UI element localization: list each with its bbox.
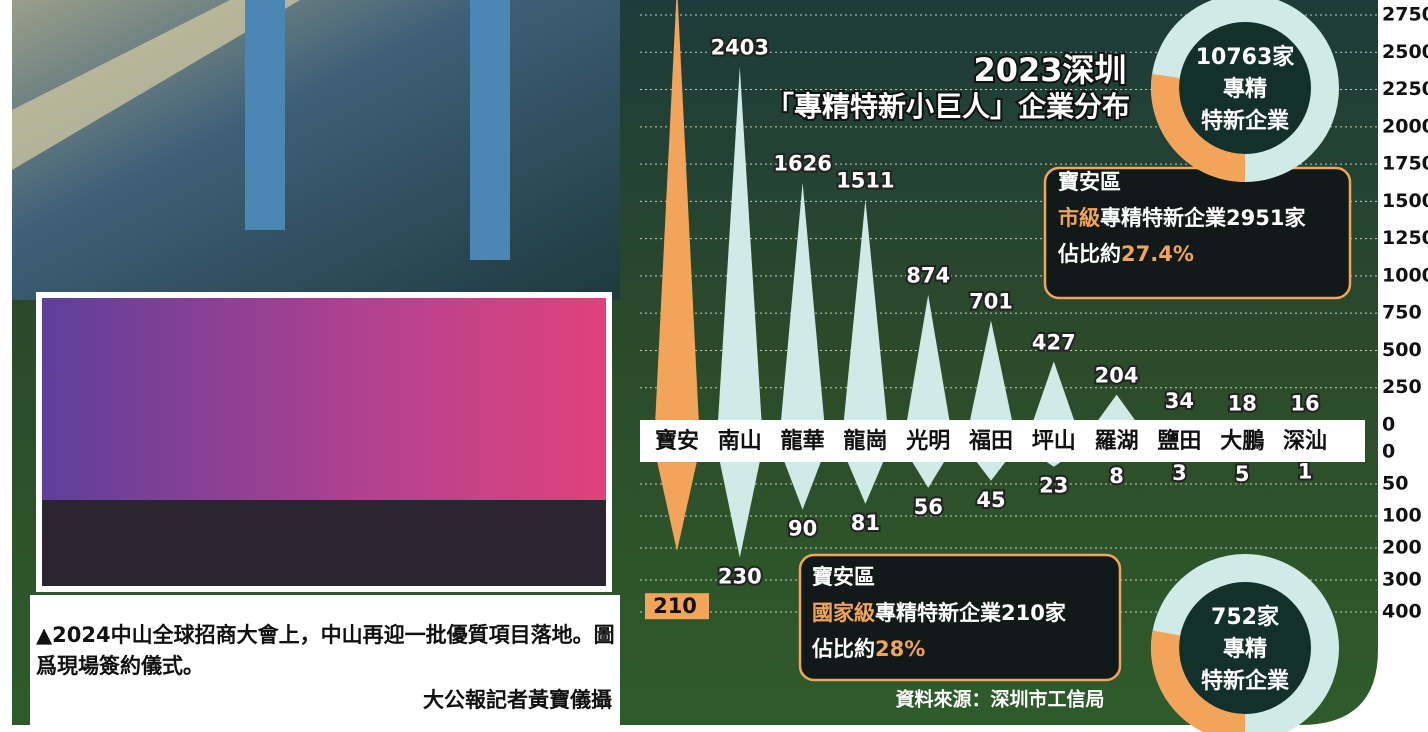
value-label: 3 <box>1172 461 1187 485</box>
callout-district: 寶安區 <box>812 565 875 589</box>
value-label: 210 <box>653 594 697 618</box>
value-label: 1511 <box>836 169 894 193</box>
x-tick-label: 龍崗 <box>843 428 887 454</box>
donut-label: 752家 <box>1211 604 1280 630</box>
value-label: 5 <box>1235 462 1250 486</box>
y2-tick-label: 100 <box>1382 505 1422 527</box>
value-label: 90 <box>788 517 817 541</box>
y-tick-label: 1500 <box>1382 190 1428 212</box>
y2-tick-label: 0 <box>1382 441 1395 463</box>
value-label: 23 <box>1039 474 1068 498</box>
value-label: 81 <box>851 511 880 535</box>
y2-tick-label: 50 <box>1382 473 1408 495</box>
x-tick-label: 鹽田 <box>1157 429 1201 454</box>
callout-level: 國家級 <box>812 601 875 625</box>
callout-level: 市級 <box>1058 206 1100 230</box>
value-label: 1 <box>1298 460 1313 484</box>
x-tick-label: 寶安 <box>655 428 699 454</box>
photo-credit: 大公報記者黃寶儀攝 <box>36 684 612 714</box>
callout-text: 專精特新企業210家 <box>875 601 1067 625</box>
y2-tick-label: 400 <box>1382 601 1422 623</box>
y2-tick-label: 200 <box>1382 537 1422 559</box>
donut-label: 專精 <box>1223 636 1267 662</box>
value-label: 16 <box>1290 392 1319 416</box>
value-label: 701 <box>969 289 1013 313</box>
callout-text: 市級專精特新企業2951家 <box>1058 206 1306 230</box>
x-tick-label: 深汕 <box>1283 429 1327 454</box>
value-label: 230 <box>718 565 762 589</box>
page: 2023深圳 「專精特新小巨人」企業分布 資料來源：深圳市工信局 0250500… <box>0 0 1428 732</box>
bridge-pillar <box>245 0 285 230</box>
x-tick-label: 羅湖 <box>1095 429 1139 454</box>
y-tick-label: 750 <box>1382 302 1422 324</box>
donut-label: 10763家 <box>1196 44 1296 70</box>
value-label: 34 <box>1165 389 1194 413</box>
donut-label: 專精 <box>1223 76 1267 102</box>
callout-share: 佔比約28% <box>811 637 925 661</box>
callout-text: 國家級專精特新企業210家 <box>812 601 1067 625</box>
y-tick-label: 2000 <box>1382 115 1428 137</box>
value-label: 1626 <box>773 152 831 176</box>
value-label: 18 <box>1228 391 1257 415</box>
x-tick-label: 南山 <box>718 429 762 454</box>
value-label: 8 <box>1109 464 1124 488</box>
chart-title: 2023深圳 <box>973 51 1126 89</box>
x-tick-label: 光明 <box>905 429 950 454</box>
event-crowd <box>42 500 606 586</box>
value-label: 56 <box>914 495 943 519</box>
value-label: 2403 <box>711 36 769 60</box>
callout-text: 專精特新企業2951家 <box>1100 206 1306 230</box>
source: 資料來源：深圳市工信局 <box>895 688 1104 711</box>
photo-caption: ▲2024中山全球招商大會上，中山再迎一批優質項目落地。圖爲現場簽約儀式。 <box>36 620 616 682</box>
x-tick-label: 龍華 <box>781 428 825 454</box>
value-label: 45 <box>976 488 1005 512</box>
y-tick-label: 500 <box>1382 339 1422 361</box>
callout-share: 佔比約27.4% <box>1057 242 1194 266</box>
y2-tick-label: 300 <box>1382 569 1422 591</box>
x-tick-label: 大鵬 <box>1220 429 1264 454</box>
x-tick-label: 坪山 <box>1032 429 1076 454</box>
callout-share-value: 28% <box>875 637 925 661</box>
bridge-pillar <box>470 0 510 260</box>
donut-label: 特新企業 <box>1201 108 1290 134</box>
value-label: 874 <box>906 264 950 288</box>
value-label: 204 <box>1095 364 1139 388</box>
callout-share-value: 27.4% <box>1121 242 1194 266</box>
value-label: 427 <box>1032 330 1076 354</box>
donut-label: 特新企業 <box>1201 668 1290 694</box>
x-tick-label: 福田 <box>968 429 1013 454</box>
callout-district: 寶安區 <box>1058 170 1121 194</box>
y-tick-label: 1750 <box>1382 153 1428 175</box>
y-tick-label: 2500 <box>1382 41 1428 63</box>
y-tick-label: 2250 <box>1382 78 1428 100</box>
callout-share-prefix: 佔比約 <box>1057 242 1121 266</box>
y-tick-label: 0 <box>1382 414 1395 436</box>
y-tick-label: 1250 <box>1382 227 1428 249</box>
callout-share-prefix: 佔比約 <box>811 637 875 661</box>
y-tick-label: 1000 <box>1382 264 1428 286</box>
chart-subtitle: 「專精特新小巨人」企業分布 <box>766 90 1130 123</box>
bridge-photo <box>12 0 620 300</box>
y-tick-label: 250 <box>1382 376 1422 398</box>
